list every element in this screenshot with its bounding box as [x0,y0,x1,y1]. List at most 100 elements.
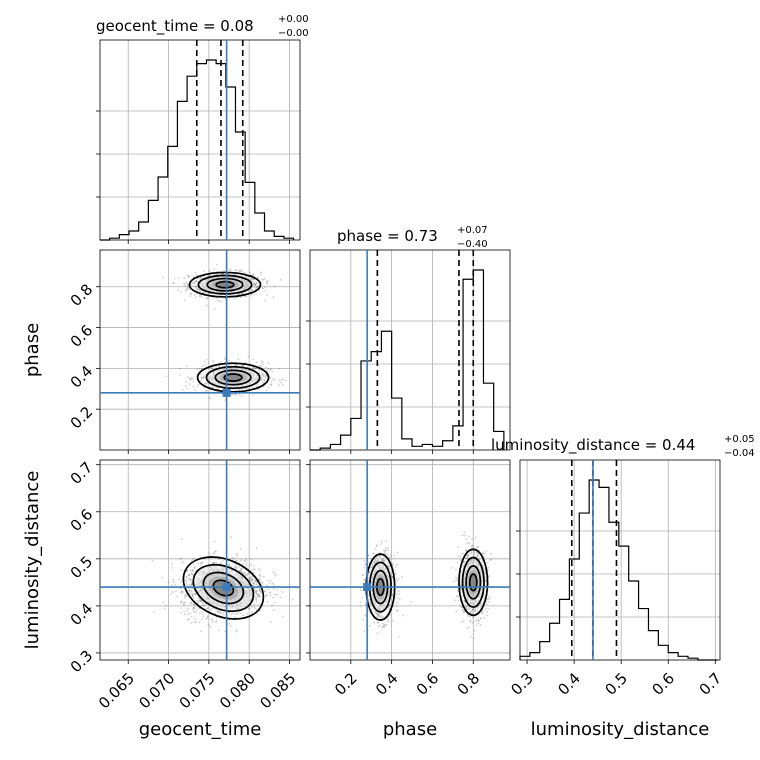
sample-point [238,293,241,295]
sample-point [215,619,218,622]
sample-point [215,621,217,624]
contour-line [205,365,261,390]
sample-point [199,294,202,297]
sample-point [381,622,384,625]
sample-point [191,569,194,572]
sample-point [205,296,208,299]
sample-point [207,607,209,609]
sample-point [391,593,394,596]
sample-point [455,610,458,613]
sample-point [261,363,264,366]
sample-point [363,630,366,633]
sample-point [239,569,241,572]
sample-point [395,609,398,612]
sample-point [201,611,204,613]
sample-point [272,587,275,590]
sample-point [476,554,479,557]
sample-point [469,636,472,638]
sample-point [197,607,200,609]
sample-point [253,579,256,582]
sample-point [197,288,200,291]
sample-point [180,611,183,614]
sample-point [257,593,260,596]
sample-point [484,573,487,576]
sample-point [477,619,480,622]
sample-point [380,543,383,546]
sample-point [178,367,181,370]
sample-point [252,366,255,369]
sample-point [253,583,256,585]
sample-point [460,575,463,578]
sample-point [481,552,484,554]
sample-point [206,607,209,610]
contour-line [197,274,253,295]
sample-point [281,591,284,593]
sample-point [478,558,481,560]
sample-point [185,385,187,387]
sample-point [259,590,262,593]
sample-point [362,578,365,581]
sample-point [269,594,272,597]
sample-point [229,625,232,627]
sample-point [402,614,405,617]
sample-point [188,589,190,592]
sample-point [200,377,203,379]
sample-point [244,571,246,574]
sample-point [250,580,253,583]
sample-point [261,373,264,376]
sample-point [274,574,277,577]
sample-point [207,296,209,299]
sample-point [247,607,250,610]
sample-point [215,561,218,564]
sample-point [246,612,249,615]
sample-point [234,566,237,568]
sample-point [459,589,462,591]
sample-point [193,567,196,569]
sample-point [251,394,254,397]
contour-line [215,280,235,289]
sample-point [206,615,209,618]
sample-point [194,565,197,568]
sample-point [471,621,474,624]
sample-point [465,557,468,559]
sample-point [461,609,464,611]
sample-point [211,367,213,370]
sample-point [217,299,220,302]
sample-point [201,561,203,564]
sample-point [482,565,485,567]
sample-point [253,275,255,277]
sample-point [196,600,199,602]
sample-point [203,363,206,366]
sample-point [235,630,238,633]
sample-point [194,280,197,283]
sample-point [180,590,183,593]
sample-point [477,553,480,556]
sample-point [483,594,486,596]
sample-point [469,615,471,618]
sample-point [205,297,208,300]
sample-point [476,552,479,555]
sample-point [361,597,364,599]
x-tick-label: 0.6 [413,669,443,699]
sample-point [461,552,464,555]
sample-point [476,546,479,549]
sample-point [254,590,257,592]
sample-point [190,584,193,586]
sample-point [359,601,362,604]
sample-point [466,615,469,617]
sample-point [251,278,254,281]
sample-point [396,580,399,582]
sample-point [266,281,268,284]
sample-point [455,568,457,571]
hist-panel-phase [306,249,511,454]
sample-point [257,584,260,587]
sample-point [383,625,385,627]
sample-point [205,382,208,385]
sample-point [461,595,464,598]
sample-point [255,591,257,594]
sample-point [186,376,189,379]
sample-point [212,562,215,565]
sample-point [234,297,237,300]
sample-point [369,570,371,573]
sample-point [247,572,249,575]
